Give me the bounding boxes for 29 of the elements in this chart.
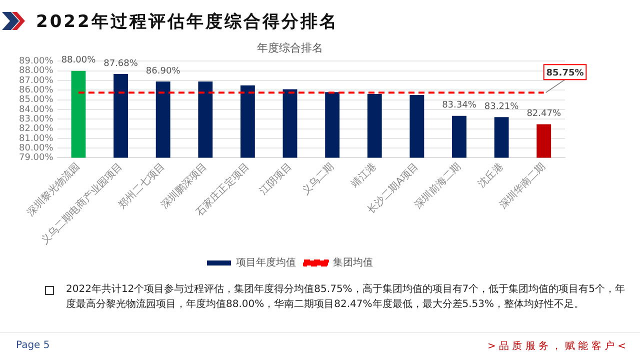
data-label: 87.68% (104, 58, 138, 69)
data-label: 83.34% (442, 100, 477, 111)
y-tick-label: 82.00% (18, 124, 54, 134)
text: Page 5 (16, 340, 50, 351)
data-label: 85.75% (546, 68, 584, 78)
data-label: 82.47% (526, 109, 562, 120)
x-tick-label: 义乌二期 (300, 160, 336, 198)
data-label: 86.90% (146, 66, 181, 76)
y-tick-label: 85.00% (18, 95, 54, 106)
text: > 品 质 服 务 ， 赋 能 客 户 < (487, 340, 626, 353)
legend-label: 项目年度均值 (236, 256, 296, 269)
x-tick-label: 江阴项目 (257, 160, 294, 198)
y-tick-label: 80.00% (18, 143, 54, 154)
text: 2022年共计12个项目参与过程评估，集团年度得分均值85.75%，高于集团均值的项目有7个，低于集团均值的项目有5个，年度最高分黎光物流园项目，年度均值88.00%，华南二期项目82.47%年度最低，最大分差5.53%，整体均好性不足。 (66, 282, 626, 312)
y-tick-label: 86.00% (18, 86, 54, 96)
y-tick-label: 81.00% (18, 134, 54, 144)
legend-label: 集团均值 (333, 256, 373, 269)
y-tick-label: 89.00% (18, 56, 54, 67)
y-tick-label: 88.00% (18, 66, 54, 76)
chart-title: 2022年过程评估年度综合得分排名 (36, 10, 338, 32)
data-label: 88.00% (61, 56, 96, 66)
data-label: 83.21% (484, 102, 520, 112)
x-tick-label: 靖江港 (348, 160, 379, 190)
x-tick-label: 沈丘港 (476, 160, 506, 190)
y-tick-label: 83.00% (18, 114, 54, 124)
y-tick-label: 79.00% (18, 153, 54, 164)
chart-subtitle: 年度综合排名 (257, 41, 323, 54)
y-tick-label: 87.00% (18, 76, 54, 86)
y-tick-label: 84.00% (18, 104, 54, 115)
